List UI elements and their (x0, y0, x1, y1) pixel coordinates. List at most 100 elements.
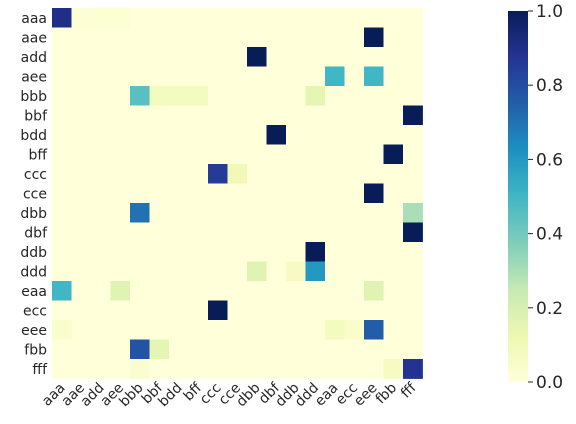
heatmap-cell (149, 144, 170, 165)
heatmap-cell (305, 86, 326, 106)
heatmap-cell (266, 66, 287, 87)
heatmap-cell (227, 66, 248, 87)
heatmap-cell (266, 47, 287, 67)
heatmap-cell (227, 86, 248, 106)
heatmap-cell (344, 144, 365, 165)
heatmap-cell (325, 125, 345, 145)
heatmap-cell (130, 320, 150, 340)
heatmap-cell (188, 261, 209, 282)
heatmap-cell (344, 27, 365, 48)
heatmap-cell (110, 261, 131, 282)
colorbar-tick-label: 0.6 (536, 150, 563, 170)
heatmap-cell (383, 86, 404, 106)
heatmap-cell (130, 86, 150, 106)
heatmap-cell (188, 203, 209, 223)
heatmap-cell (130, 339, 150, 360)
heatmap-cell (110, 339, 131, 360)
heatmap-cell (344, 320, 365, 340)
heatmap-cell (305, 144, 326, 165)
heatmap-cell (344, 164, 365, 184)
heatmap-cell (188, 183, 209, 204)
heatmap-cell (344, 66, 365, 87)
heatmap-cell (188, 242, 209, 262)
heatmap-cell (403, 261, 423, 282)
heatmap-cell (325, 242, 345, 262)
heatmap-cell (149, 27, 170, 48)
row-label: eee (21, 323, 47, 339)
row-label: bdd (20, 128, 47, 144)
heatmap-cell (52, 105, 72, 126)
heatmap-cell (227, 8, 248, 28)
heatmap-cell (130, 300, 150, 321)
heatmap-cell (227, 300, 248, 321)
heatmap-cell (383, 27, 404, 48)
heatmap-cell (266, 359, 287, 379)
heatmap-cell (383, 203, 404, 223)
heatmap-cell (305, 8, 326, 28)
heatmap-cell (52, 47, 72, 67)
heatmap-cell (110, 164, 131, 184)
heatmap-cell (188, 125, 209, 145)
heatmap-cell (247, 27, 267, 48)
heatmap-cell (364, 47, 384, 67)
heatmap-cell (169, 27, 189, 48)
heatmap-cell (71, 281, 92, 301)
heatmap-cell (188, 144, 209, 165)
heatmap-cell (110, 320, 131, 340)
heatmap-cell (149, 47, 170, 67)
heatmap-cell (130, 27, 150, 48)
heatmap-cell (188, 47, 209, 67)
heatmap-cell (169, 203, 189, 223)
heatmap-cell (266, 183, 287, 204)
row-label: dbb (20, 206, 47, 222)
heatmap-cell (305, 222, 326, 243)
heatmap-cell (344, 203, 365, 223)
heatmap-cell (149, 86, 170, 106)
heatmap-cell (71, 8, 92, 28)
heatmap-cell (364, 66, 384, 87)
heatmap-cell (305, 164, 326, 184)
heatmap-cell (91, 300, 111, 321)
heatmap-cell (149, 222, 170, 243)
row-label: fff (32, 362, 48, 378)
heatmap-cell (247, 66, 267, 87)
heatmap-cell (383, 281, 404, 301)
heatmap-cell (325, 86, 345, 106)
heatmap-cell (286, 339, 306, 360)
heatmap-cell (344, 300, 365, 321)
heatmap-cell (286, 281, 306, 301)
heatmap-cell (286, 261, 306, 282)
heatmap-cell (344, 242, 365, 262)
heatmap-cell (208, 203, 228, 223)
heatmap-cell (266, 281, 287, 301)
heatmap-cell (344, 261, 365, 282)
heatmap-cell (91, 339, 111, 360)
heatmap-cell (208, 164, 228, 184)
heatmap-cell (227, 359, 248, 379)
heatmap-cell (169, 66, 189, 87)
heatmap-cell (71, 242, 92, 262)
heatmap-cell (208, 300, 228, 321)
heatmap-cell (188, 27, 209, 48)
heatmap-cell (52, 164, 72, 184)
heatmap-cell (364, 242, 384, 262)
column-label: fbb (373, 380, 400, 407)
heatmap-cell (91, 183, 111, 204)
heatmap-cell (227, 222, 248, 243)
heatmap-cell (71, 203, 92, 223)
heatmap-cell (266, 125, 287, 145)
heatmap-cell (110, 125, 131, 145)
heatmap-cell (169, 144, 189, 165)
heatmap-cell (325, 105, 345, 126)
heatmap-cell (325, 144, 345, 165)
heatmap-cell (247, 242, 267, 262)
colorbar-tick-label: 1.0 (536, 2, 563, 22)
heatmap-cell (286, 164, 306, 184)
heatmap-cell (169, 8, 189, 28)
heatmap-cell (403, 8, 423, 28)
heatmap-cell (130, 183, 150, 204)
heatmap-cell (266, 203, 287, 223)
heatmap-cell (364, 320, 384, 340)
heatmap-cell (364, 183, 384, 204)
row-label: bbf (24, 108, 48, 124)
